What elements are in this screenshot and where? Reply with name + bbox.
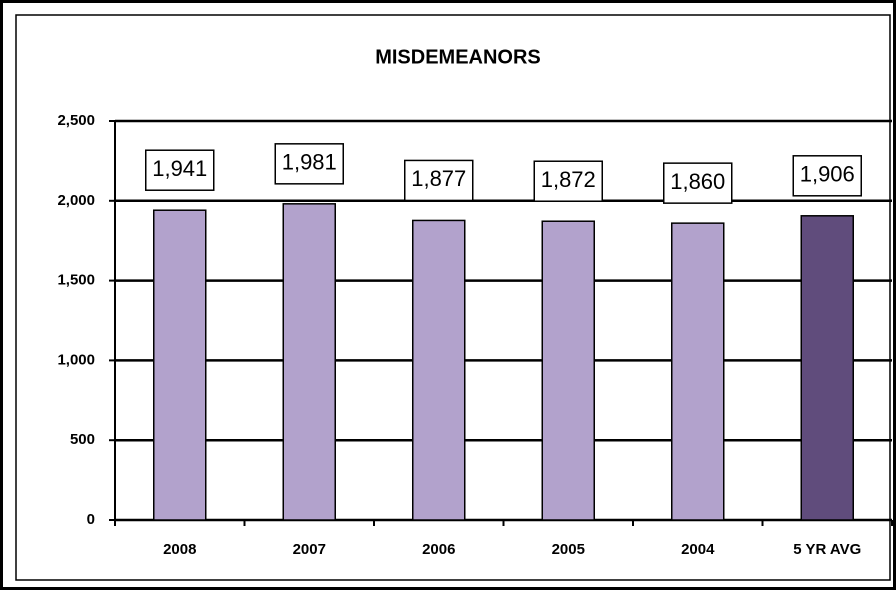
bar (282, 203, 336, 521)
bar (412, 219, 466, 521)
y-tick-label: 0 (87, 511, 95, 528)
value-label-box (404, 159, 474, 202)
value-label-box (792, 155, 862, 197)
x-tick-label: 5 YR AVG (793, 541, 861, 558)
bar (800, 215, 854, 521)
value-label-box (274, 143, 344, 185)
x-tick-label: 2004 (681, 541, 715, 558)
x-tick-label: 2006 (422, 541, 455, 558)
y-tick-label: 1,500 (57, 272, 95, 289)
value-label: 1,872 (541, 167, 596, 192)
value-label-box (145, 149, 215, 191)
y-tick-label: 1,000 (57, 351, 95, 368)
value-label: 1,981 (282, 150, 337, 175)
value-label: 1,941 (152, 156, 207, 181)
value-label: 1,877 (411, 166, 466, 191)
bar (671, 222, 725, 521)
value-label: 1,906 (800, 162, 855, 187)
value-label-box (533, 160, 603, 202)
chart-title: MISDEMEANORS (375, 46, 541, 68)
value-label-box (663, 162, 733, 204)
bar (541, 220, 595, 521)
x-tick-label: 2007 (293, 541, 326, 558)
chart-border (15, 14, 891, 581)
value-label: 1,860 (670, 169, 725, 194)
y-tick-label: 2,500 (57, 112, 95, 129)
bar (153, 209, 207, 521)
x-tick-label: 2005 (552, 541, 585, 558)
y-tick-label: 500 (70, 431, 95, 448)
x-tick-label: 2008 (163, 541, 196, 558)
y-tick-label: 2,000 (57, 192, 95, 209)
